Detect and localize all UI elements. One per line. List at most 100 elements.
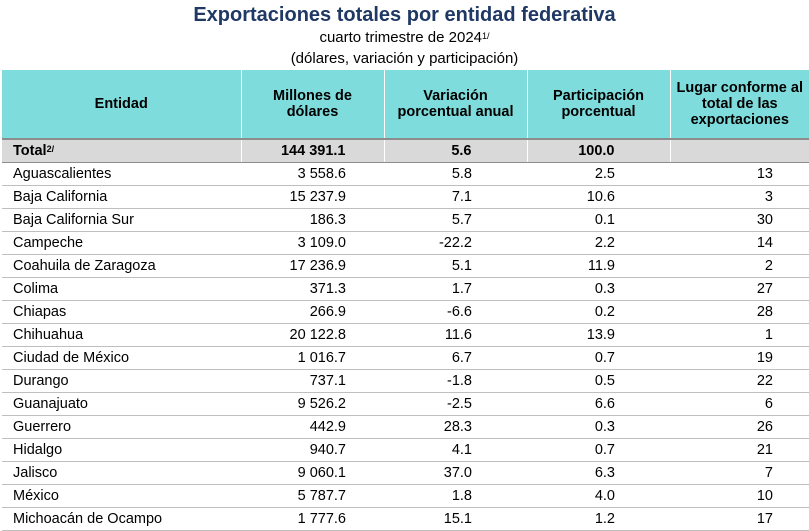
cell-lugar: 22 [670,369,809,393]
column-header-entidad: Entidad [2,70,242,140]
cell-variacion: 5.7 [384,208,527,232]
table-row: Coahuila de Zaragoza 17 236.9 5.1 11.9 2 [2,254,809,278]
cell-lugar: 27 [670,277,809,301]
cell-lugar: 19 [670,346,809,370]
total-variacion: 5.6 [384,139,528,163]
cell-lugar: 28 [670,300,809,324]
cell-variacion: -22.2 [384,231,527,255]
cell-millones: 20 122.8 [241,323,384,347]
cell-lugar: 30 [670,208,809,232]
table-row: Guanajuato 9 526.2 -2.5 6.6 6 [2,392,809,416]
table-body: Total2/ 144 391.1 5.6 100.0 Aguascalient… [2,139,809,531]
table-row: Chiapas 266.9 -6.6 0.2 28 [2,300,809,324]
cell-variacion: -1.8 [384,369,527,393]
cell-entidad: Guerrero [2,415,241,439]
cell-participacion: 0.2 [527,300,670,324]
cell-participacion: 0.5 [527,369,670,393]
cell-participacion: 0.7 [527,346,670,370]
cell-entidad: Chiapas [2,300,241,324]
total-label-cell: Total2/ [2,139,242,163]
cell-participacion: 1.2 [527,507,670,531]
cell-variacion: 5.8 [384,162,527,186]
column-header-lugar: Lugar conforme al total de las exportaci… [670,70,809,140]
cell-entidad: Michoacán de Ocampo [2,507,241,531]
cell-lugar: 21 [670,438,809,462]
cell-variacion: 1.8 [384,484,527,508]
cell-variacion: 4.1 [384,438,527,462]
total-label: Total [13,143,47,159]
cell-participacion: 4.0 [527,484,670,508]
cell-lugar: 14 [670,231,809,255]
cell-entidad: Colima [2,277,241,301]
table-row: Ciudad de México 1 016.7 6.7 0.7 19 [2,346,809,370]
cell-lugar: 1 [670,323,809,347]
exports-table: Entidad Millones de dólares Variación po… [2,70,809,531]
table-header: Entidad Millones de dólares Variación po… [2,70,809,140]
cell-lugar: 13 [670,162,809,186]
cell-entidad: Hidalgo [2,438,241,462]
cell-participacion: 0.1 [527,208,670,232]
cell-millones: 737.1 [241,369,384,393]
cell-variacion: 6.7 [384,346,527,370]
table-row: Colima 371.3 1.7 0.3 27 [2,277,809,301]
cell-participacion: 6.3 [527,461,670,485]
cell-variacion: 1.7 [384,277,527,301]
cell-participacion: 0.7 [527,438,670,462]
table-row: Jalisco 9 060.1 37.0 6.3 7 [2,461,809,485]
cell-millones: 5 787.7 [241,484,384,508]
cell-lugar: 3 [670,185,809,209]
cell-participacion: 6.6 [527,392,670,416]
cell-millones: 1 016.7 [241,346,384,370]
cell-millones: 15 237.9 [241,185,384,209]
cell-variacion: -2.5 [384,392,527,416]
cell-lugar: 7 [670,461,809,485]
cell-entidad: Jalisco [2,461,241,485]
cell-lugar: 17 [670,507,809,531]
cell-entidad: Chihuahua [2,323,241,347]
total-lugar [670,139,809,163]
cell-millones: 3 558.6 [241,162,384,186]
cell-participacion: 13.9 [527,323,670,347]
table-row: Baja California Sur 186.3 5.7 0.1 30 [2,208,809,232]
cell-variacion: 28.3 [384,415,527,439]
column-header-millones: Millones de dólares [241,70,385,140]
subtitle-footnote: 1/ [482,31,490,41]
cell-participacion: 11.9 [527,254,670,278]
cell-millones: 9 526.2 [241,392,384,416]
table-row: Aguascalientes 3 558.6 5.8 2.5 13 [2,162,809,186]
cell-variacion: 11.6 [384,323,527,347]
cell-millones: 266.9 [241,300,384,324]
cell-entidad: Guanajuato [2,392,241,416]
table-row: Chihuahua 20 122.8 11.6 13.9 1 [2,323,809,347]
table-row: Campeche 3 109.0 -22.2 2.2 14 [2,231,809,255]
cell-variacion: 37.0 [384,461,527,485]
table-row: Michoacán de Ocampo 1 777.6 15.1 1.2 17 [2,507,809,531]
total-millones: 144 391.1 [241,139,385,163]
cell-millones: 9 060.1 [241,461,384,485]
cell-entidad: Ciudad de México [2,346,241,370]
cell-entidad: Aguascalientes [2,162,241,186]
cell-millones: 17 236.9 [241,254,384,278]
total-footnote: 2/ [46,144,55,154]
cell-lugar: 6 [670,392,809,416]
units-subtitle: (dólares, variación y participación) [290,50,519,67]
table-row: Hidalgo 940.7 4.1 0.7 21 [2,438,809,462]
subtitle-text: cuarto trimestre de 2024 [319,29,483,46]
table-row: Guerrero 442.9 28.3 0.3 26 [2,415,809,439]
cell-lugar: 26 [670,415,809,439]
table-row: Baja California 15 237.9 7.1 10.6 3 [2,185,809,209]
cell-entidad: México [2,484,241,508]
cell-entidad: Baja California [2,185,241,209]
cell-variacion: 15.1 [384,507,527,531]
column-header-participacion: Participación porcentual [527,70,671,140]
cell-variacion: -6.6 [384,300,527,324]
cell-participacion: 10.6 [527,185,670,209]
page-title: Exportaciones totales por entidad federa… [193,4,616,26]
total-row: Total2/ 144 391.1 5.6 100.0 [2,139,809,163]
cell-participacion: 0.3 [527,415,670,439]
cell-participacion: 2.5 [527,162,670,186]
table-row: Durango 737.1 -1.8 0.5 22 [2,369,809,393]
cell-entidad: Campeche [2,231,241,255]
cell-millones: 442.9 [241,415,384,439]
cell-millones: 1 777.6 [241,507,384,531]
